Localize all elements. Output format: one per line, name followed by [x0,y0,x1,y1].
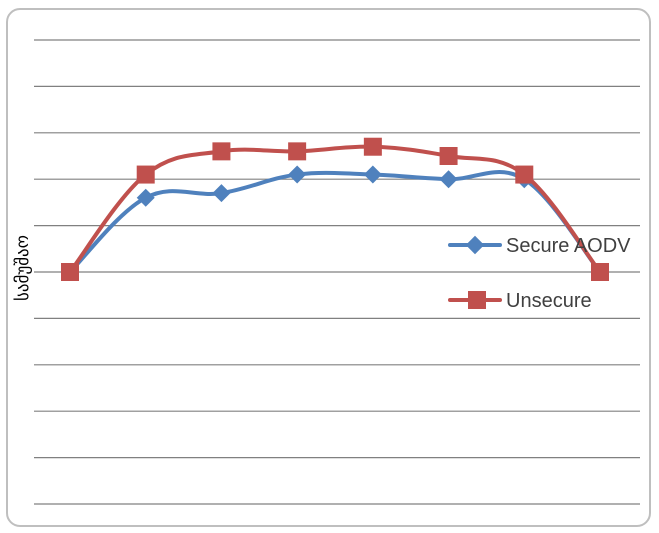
data-point-unsecure-5 [363,137,382,156]
legend-marker-square [468,291,486,309]
legend-item-secure-aodv: Secure AODV [448,235,631,257]
data-point-secure-aodv-3 [212,184,231,203]
legend-item-unsecure: Unsecure [448,290,592,312]
data-point-unsecure-3 [212,142,231,161]
data-point-unsecure-2 [136,165,155,184]
gridlines [34,39,640,505]
data-point-unsecure-4 [288,142,307,161]
data-point-secure-aodv-4 [288,165,307,184]
data-point-unsecure-6 [439,147,458,165]
data-point-secure-aodv-2 [136,188,155,207]
series-layer [61,137,609,281]
chart-frame [6,8,651,527]
legend-label-unsecure: Unsecure [506,290,592,312]
data-point-unsecure-7 [515,165,534,184]
legend-label-secure-aodv: Secure AODV [506,235,631,257]
y-axis-label: სამუშაო [13,235,33,301]
data-point-secure-aodv-5 [363,165,382,184]
legend: Secure AODV Unsecure [448,235,631,312]
data-point-secure-aodv-6 [439,170,458,189]
data-point-unsecure-8 [591,263,609,281]
data-point-unsecure-1 [61,263,79,281]
legend-marker-diamond [465,235,485,255]
